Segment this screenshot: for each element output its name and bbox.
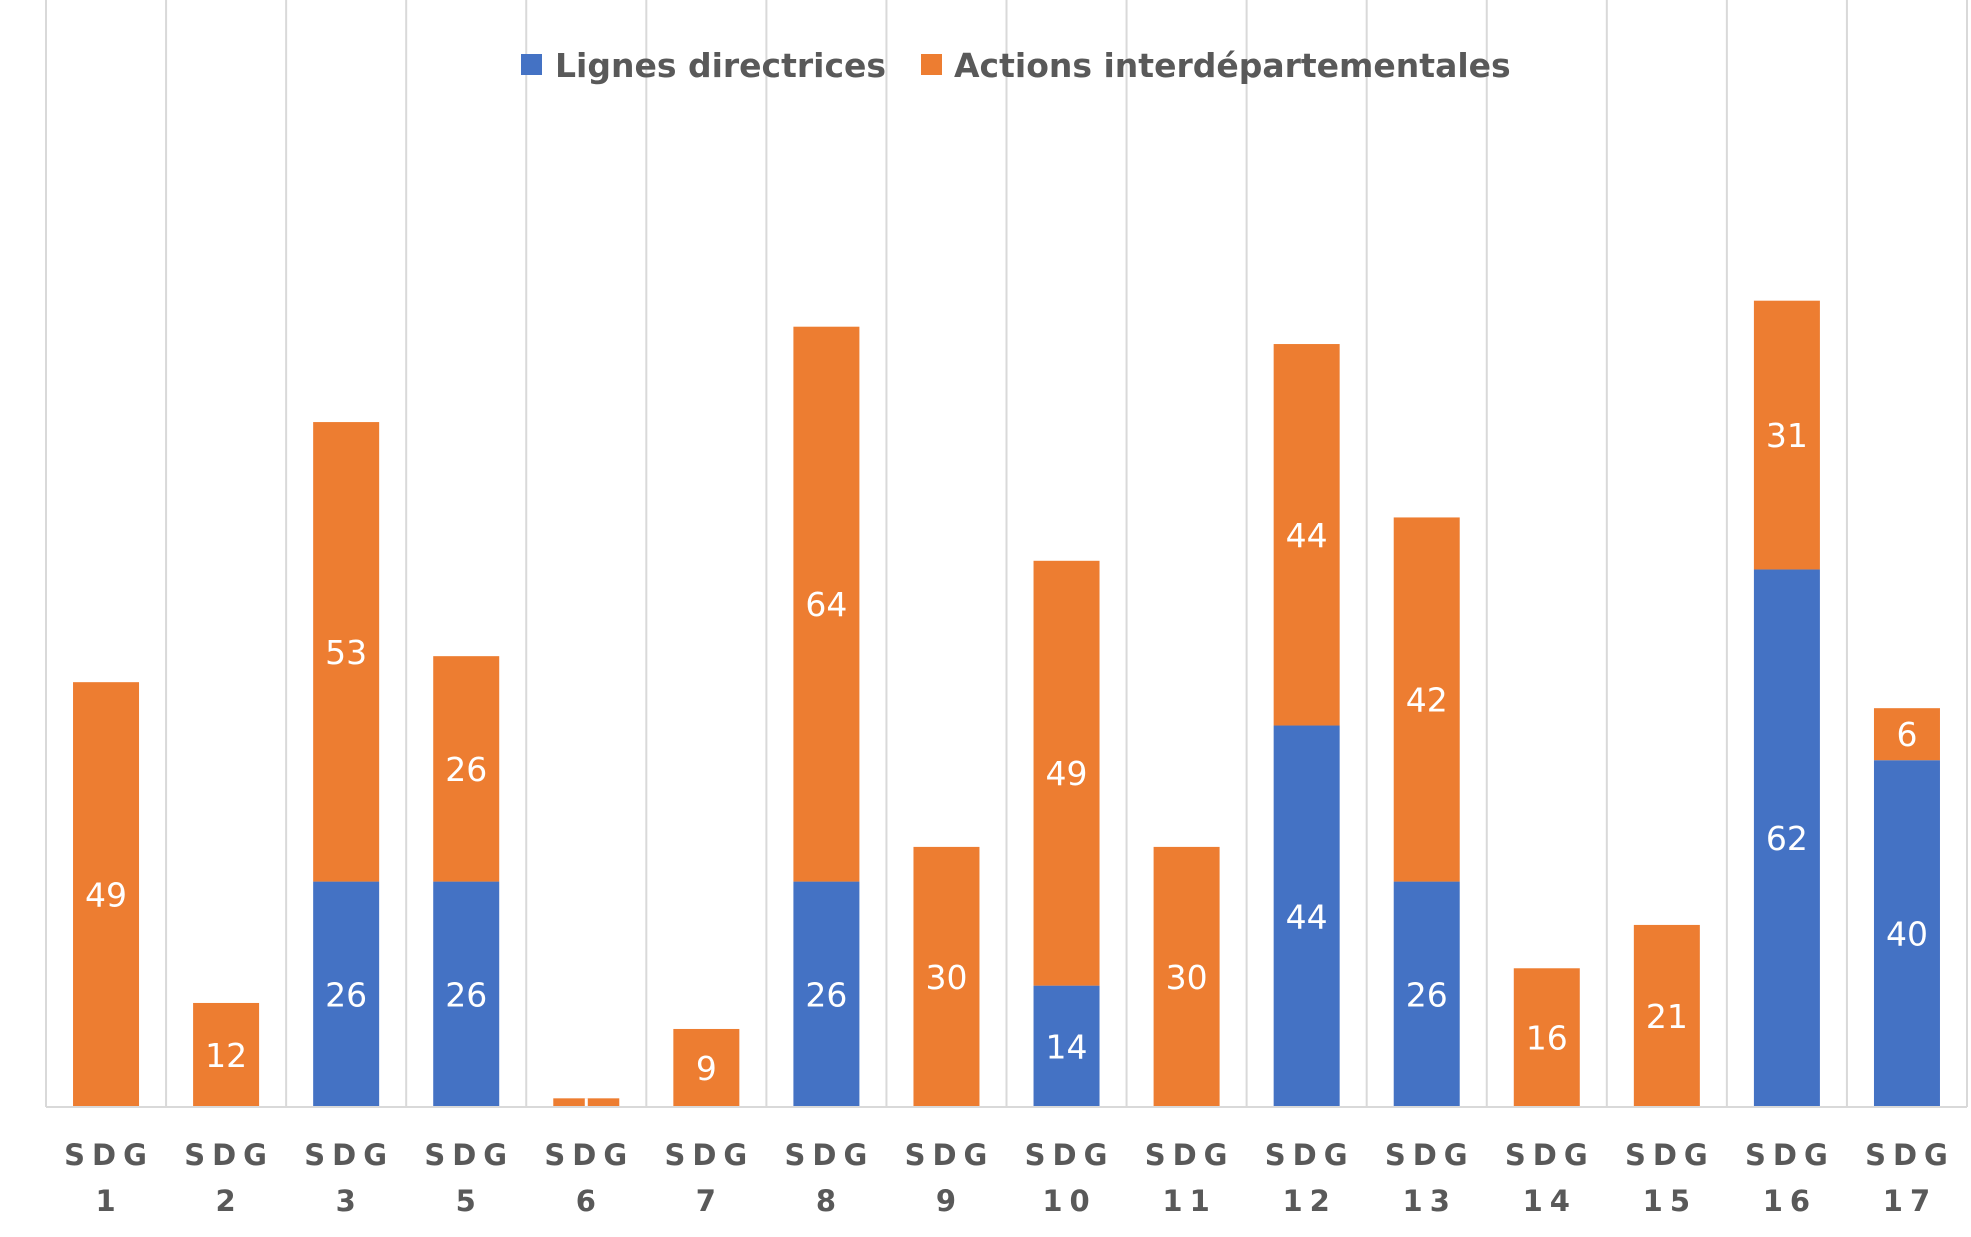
category-label-line2: 2 [216, 1184, 243, 1218]
bar-actions-interdepartementales-17 [1873, 708, 1940, 761]
vertical-gridlines [45, 0, 1968, 1107]
bar-actions-interdepartementales-12 [1273, 344, 1340, 726]
data-label: 64 [805, 585, 847, 624]
category-label-line2: 12 [1282, 1184, 1336, 1218]
bar-actions-interdepartementales-16 [1753, 300, 1820, 570]
category-label-line1: SDG [664, 1138, 754, 1172]
bar-lignes-directrices-3 [313, 881, 380, 1107]
data-label: 12 [205, 1036, 247, 1075]
category-label-line2: 1 [95, 1184, 122, 1218]
data-label: 44 [1286, 516, 1328, 555]
category-label-line2: 5 [456, 1184, 483, 1218]
data-label: 53 [325, 633, 367, 672]
category-label-line1: SDG [785, 1138, 875, 1172]
category-label-line2: 13 [1403, 1184, 1457, 1218]
category-label-line2: 6 [576, 1184, 603, 1218]
bar-lignes-directrices-13 [1393, 881, 1460, 1107]
category-label-line1: SDG [424, 1138, 514, 1172]
bar-actions-interdepartementales-9 [913, 846, 980, 1107]
bar-actions-interdepartementales-8 [793, 326, 860, 882]
data-label: 9 [696, 1049, 717, 1088]
category-label-line2: 14 [1523, 1184, 1577, 1218]
data-label: 26 [325, 975, 367, 1014]
bar-actions-interdepartementales-5 [433, 656, 500, 882]
category-label-line1: SDG [1385, 1138, 1475, 1172]
bar-lignes-directrices-8 [793, 881, 860, 1107]
category-label-line1: SDG [1865, 1138, 1955, 1172]
legend-label-lignes-directrices: Lignes directrices [555, 46, 886, 85]
data-label: 26 [805, 975, 847, 1014]
legend-swatch-lignes-directrices [521, 54, 542, 75]
category-label-line1: SDG [1145, 1138, 1235, 1172]
data-label: 40 [1886, 915, 1928, 954]
data-label: 62 [1766, 819, 1808, 858]
category-label-line1: SDG [544, 1138, 634, 1172]
data-labels-group: 49 12 26 53 26 26 9 26 64 30 14 49 30 44 44 26 42 16 21 62 3… [85, 416, 1928, 1088]
legend: Lignes directrices Actions interdépartem… [521, 46, 1511, 85]
bar-lignes-directrices-12 [1273, 725, 1340, 1107]
category-label-line2: 16 [1763, 1184, 1817, 1218]
bar-actions-interdepartementales-14 [1513, 968, 1580, 1107]
data-label: 30 [925, 958, 967, 997]
legend-label-actions-interdepartementales: Actions interdépartementales [954, 46, 1511, 85]
category-label-line2: 8 [816, 1184, 843, 1218]
category-label-line1: SDG [1505, 1138, 1595, 1172]
data-label: 26 [445, 750, 487, 789]
data-label: 26 [445, 975, 487, 1014]
data-label: 30 [1166, 958, 1208, 997]
category-label-line1: SDG [304, 1138, 394, 1172]
bar-lignes-directrices-10 [1033, 985, 1100, 1107]
data-label: 21 [1646, 997, 1688, 1036]
data-label: 42 [1406, 681, 1448, 720]
bar-actions-interdepartementales-3 [313, 422, 380, 882]
bar-lignes-directrices-5 [433, 881, 500, 1107]
bar-lignes-directrices-16 [1753, 569, 1820, 1107]
category-label-line2: 3 [336, 1184, 363, 1218]
legend-swatch-actions-interdepartementales [921, 54, 942, 75]
bar-actions-interdepartementales-7 [673, 1028, 740, 1107]
data-label: 6 [1896, 715, 1917, 754]
data-label: 44 [1286, 897, 1328, 936]
category-label-line2: 9 [936, 1184, 963, 1218]
category-label-line1: SDG [64, 1138, 154, 1172]
data-label: 14 [1046, 1027, 1088, 1066]
category-label-line2: 17 [1883, 1184, 1937, 1218]
bar-lignes-directrices-17 [1873, 760, 1940, 1107]
data-label: 31 [1766, 416, 1808, 455]
category-label-line1: SDG [905, 1138, 995, 1172]
data-label: 49 [85, 876, 127, 915]
category-label-line1: SDG [1025, 1138, 1115, 1172]
data-label: 26 [1406, 975, 1448, 1014]
category-label-line2: 15 [1643, 1184, 1697, 1218]
category-labels-group: SDG 1 SDG 2 SDG 3 SDG 5 SDG 6 SDG 7 SDG 8 SDG 9 SDG 10 SDG… [64, 1138, 1955, 1218]
category-label-line2: 11 [1162, 1184, 1216, 1218]
category-label-line1: SDG [184, 1138, 274, 1172]
bar-actions-interdepartementales-13 [1393, 517, 1460, 882]
data-label: 49 [1046, 754, 1088, 793]
bar-actions-interdepartementales-2 [193, 1002, 260, 1107]
category-label-line2: 7 [696, 1184, 723, 1218]
category-label-line1: SDG [1265, 1138, 1355, 1172]
category-label-line1: SDG [1745, 1138, 1835, 1172]
category-label-line1: SDG [1625, 1138, 1715, 1172]
bar-actions-interdepartementales-15 [1633, 924, 1700, 1107]
bars-group [73, 300, 1940, 1107]
data-label: 16 [1526, 1019, 1568, 1058]
bar-actions-interdepartementales-11 [1153, 846, 1220, 1107]
category-label-line2: 10 [1042, 1184, 1096, 1218]
bar-actions-interdepartementales-1 [73, 682, 140, 1107]
bar-actions-interdepartementales-10 [1033, 560, 1100, 986]
